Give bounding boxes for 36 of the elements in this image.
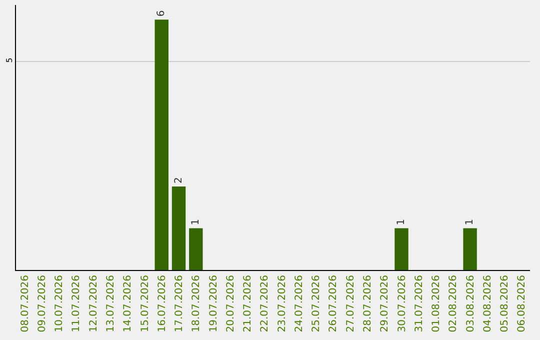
y-tick-label: 5 <box>4 58 14 63</box>
data-label: 1 <box>396 218 407 226</box>
data-label: 1 <box>464 218 476 226</box>
data-label: 2 <box>173 177 184 184</box>
x-tick-label: 31.07.2026 <box>414 275 425 332</box>
x-tick-label: 27.07.2026 <box>345 275 356 332</box>
x-tick-label: 22.07.2026 <box>260 275 271 332</box>
x-tick-label: 02.08.2026 <box>448 275 460 332</box>
x-tick-label: 08.07.2026 <box>20 275 31 332</box>
x-tick-label: 16.07.2026 <box>156 275 168 332</box>
x-tick-label: 29.07.2026 <box>380 275 391 332</box>
data-label: 6 <box>156 10 168 17</box>
x-tick-label: 20.07.2026 <box>225 275 236 332</box>
x-tick-label: 04.08.2026 <box>482 275 494 332</box>
x-tick-label: 17.07.2026 <box>174 275 186 332</box>
data-label: 1 <box>190 218 202 226</box>
x-tick-label: 18.07.2026 <box>191 275 202 332</box>
x-tick-label: 09.07.2026 <box>36 275 48 332</box>
x-tick-label: 23.07.2026 <box>276 275 288 332</box>
x-tick-label: 15.07.2026 <box>140 275 151 332</box>
x-tick-label: 21.07.2026 <box>242 275 254 332</box>
x-tick-label: 12.07.2026 <box>88 275 100 332</box>
x-tick-label: 13.07.2026 <box>105 275 116 332</box>
x-tick-label: 05.08.2026 <box>500 275 511 332</box>
x-tick-label: 28.07.2026 <box>362 275 374 332</box>
x-tick-label: 01.08.2026 <box>431 275 442 332</box>
x-tick-label: 11.07.2026 <box>71 275 82 332</box>
x-tick-label: 30.07.2026 <box>396 275 408 332</box>
x-tick-label: 06.08.2026 <box>516 275 528 332</box>
x-tick-label: 14.07.2026 <box>122 275 134 332</box>
x-tick-label: 25.07.2026 <box>311 275 322 332</box>
x-tick-label: 26.07.2026 <box>328 275 340 332</box>
x-tick-label: 10.07.2026 <box>54 275 66 332</box>
x-tick-label: 19.07.2026 <box>208 275 220 332</box>
x-tick-label: 03.08.2026 <box>465 275 476 332</box>
x-tick-label: 24.07.2026 <box>294 275 305 332</box>
